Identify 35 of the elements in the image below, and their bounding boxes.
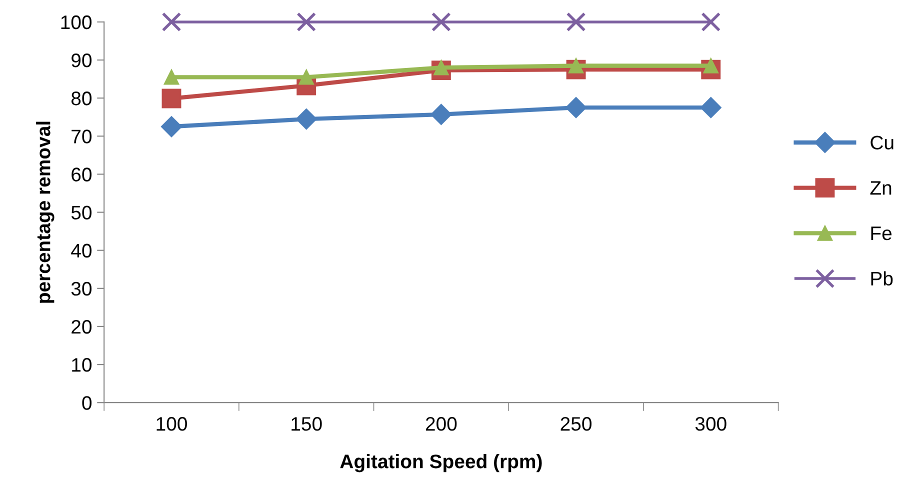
point — [160, 116, 182, 138]
point — [164, 70, 180, 85]
x-tick-label: 150 — [292, 417, 322, 431]
point — [296, 108, 317, 130]
x-tick-label: 250 — [560, 417, 592, 431]
y-axis-title: percentage removal — [36, 122, 54, 303]
legend-label: Fe — [871, 226, 892, 240]
point — [701, 12, 721, 32]
y-tick-label: 90 — [72, 53, 92, 68]
point — [162, 88, 182, 108]
y-tick-label: 0 — [82, 396, 92, 410]
y-tick-label: 20 — [72, 320, 92, 334]
legend-label: Cu — [870, 136, 894, 150]
legend-label: Zn — [870, 181, 892, 195]
y-tick-label: 70 — [72, 130, 92, 144]
y-tick-label: 100 — [61, 15, 92, 30]
point — [298, 70, 314, 85]
y-tick-label: 30 — [71, 282, 92, 296]
x-tick-label: 200 — [426, 417, 457, 431]
point — [162, 12, 182, 32]
point — [566, 12, 586, 32]
y-tick-label: 80 — [71, 92, 92, 106]
y-tick-label: 50 — [71, 206, 92, 220]
x-axis-title: Agitation Speed (rpm) — [340, 454, 542, 472]
x-tick-label: 100 — [156, 417, 187, 431]
point — [566, 97, 587, 118]
y-tick-label: 40 — [71, 244, 92, 258]
point — [430, 104, 452, 125]
x-tick-label: 300 — [695, 417, 726, 431]
point — [431, 12, 451, 32]
y-tick-label: 60 — [72, 168, 92, 182]
point — [296, 12, 316, 32]
legend-label: Pb — [871, 271, 893, 286]
y-tick-label: 10 — [72, 358, 92, 372]
point — [700, 97, 722, 118]
